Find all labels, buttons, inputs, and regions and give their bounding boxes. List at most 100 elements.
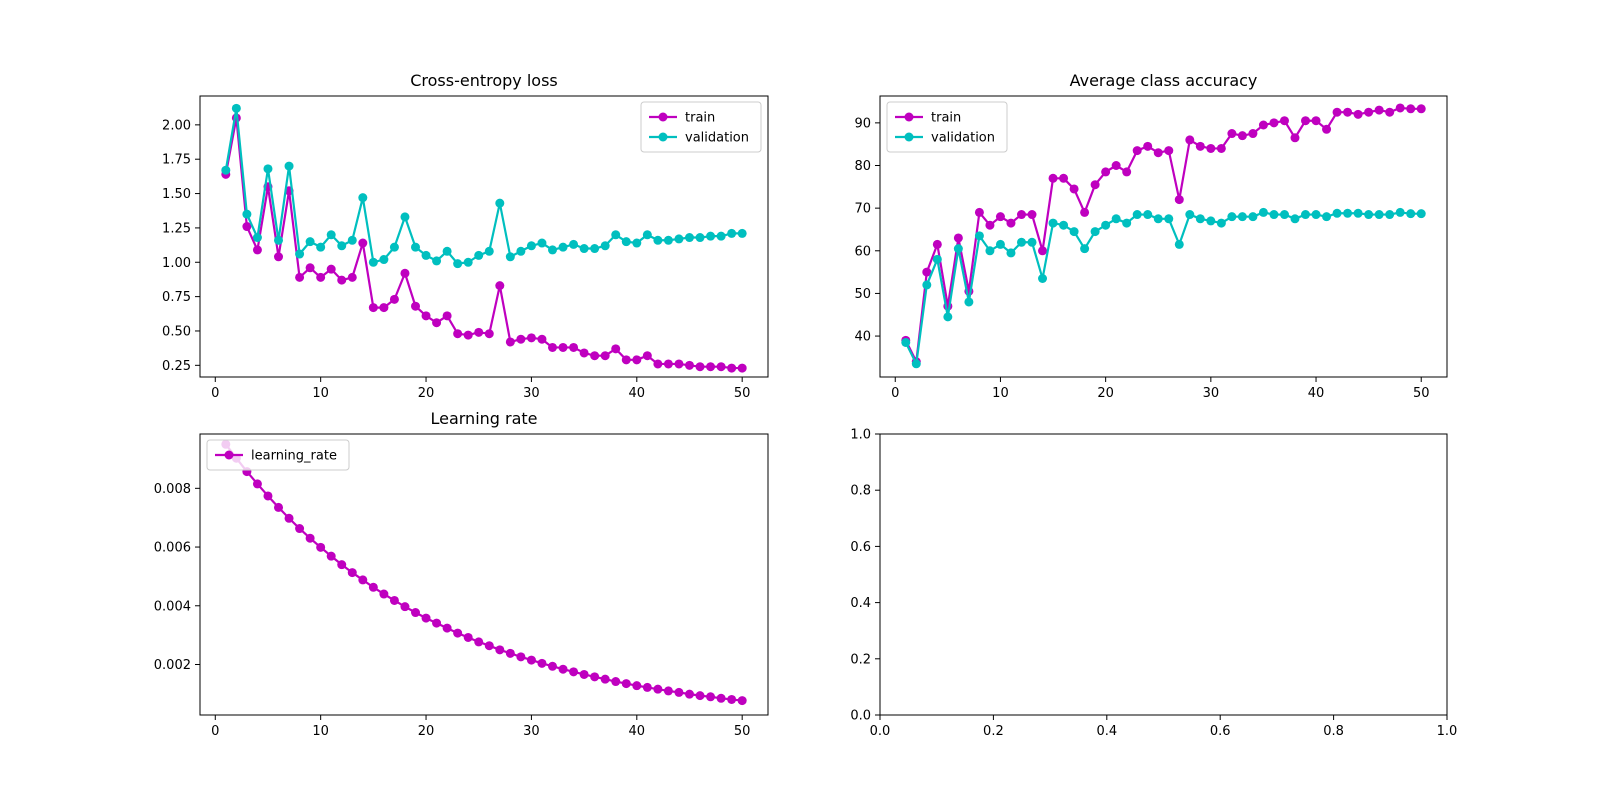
x-tick-label: 0 bbox=[211, 386, 219, 401]
data-point bbox=[295, 524, 305, 534]
data-point bbox=[1206, 216, 1216, 226]
data-point bbox=[537, 658, 547, 668]
data-point bbox=[326, 551, 336, 561]
data-point bbox=[358, 238, 368, 248]
data-point bbox=[727, 694, 737, 704]
data-point bbox=[1006, 248, 1016, 258]
data-point bbox=[389, 595, 399, 605]
x-tick-label: 0.8 bbox=[1323, 724, 1344, 739]
data-point bbox=[1311, 116, 1321, 126]
data-point bbox=[1111, 161, 1121, 171]
data-point bbox=[1185, 210, 1195, 220]
data-point bbox=[1006, 218, 1016, 228]
data-point bbox=[684, 689, 694, 699]
data-point bbox=[252, 245, 262, 255]
data-point bbox=[1385, 210, 1395, 220]
subplot-1: Cross-entropy loss 0 10 20 30 40 50 0.25 0.50 0.7… bbox=[162, 71, 769, 401]
x-tick-label: 10 bbox=[992, 386, 1009, 401]
data-point bbox=[400, 212, 410, 222]
data-point bbox=[1290, 214, 1300, 224]
data-point bbox=[231, 103, 241, 113]
data-point bbox=[590, 351, 600, 361]
data-point bbox=[932, 239, 942, 249]
data-point bbox=[558, 664, 568, 674]
legend-frame bbox=[640, 101, 762, 153]
subplot-4: 0.0 0.2 0.4 0.6 0.8 1.0 0.0 0.2 0.4 0.6 0.8 1.0 bbox=[850, 428, 1457, 740]
x-tick-label: 0 bbox=[891, 386, 899, 401]
y-tick-label: 0.002 bbox=[154, 658, 191, 673]
data-point bbox=[569, 667, 579, 677]
data-point bbox=[716, 362, 726, 372]
data-point bbox=[663, 359, 673, 369]
data-point bbox=[1353, 109, 1363, 119]
y-tick-label: 90 bbox=[854, 116, 871, 131]
data-point bbox=[379, 303, 389, 313]
data-point bbox=[1143, 141, 1153, 151]
data-point bbox=[547, 661, 557, 671]
data-point bbox=[1027, 210, 1037, 220]
data-point bbox=[1059, 220, 1069, 230]
data-point bbox=[737, 696, 747, 706]
y-tick-label: 0.2 bbox=[850, 652, 871, 667]
chart-title: Cross-entropy loss bbox=[410, 71, 558, 90]
data-point bbox=[516, 246, 526, 256]
data-point bbox=[716, 693, 726, 703]
series-validation bbox=[221, 103, 747, 269]
data-point bbox=[1038, 274, 1048, 284]
axes-frame bbox=[199, 433, 769, 716]
data-point bbox=[632, 681, 642, 691]
data-point bbox=[653, 235, 663, 245]
data-point bbox=[526, 241, 536, 251]
data-point bbox=[600, 674, 610, 684]
data-point bbox=[922, 267, 932, 277]
data-point bbox=[484, 246, 494, 256]
data-point bbox=[474, 637, 484, 647]
data-point bbox=[611, 230, 621, 240]
data-point bbox=[558, 242, 568, 252]
data-point bbox=[1174, 239, 1184, 249]
data-point bbox=[1269, 118, 1279, 128]
data-point bbox=[1090, 180, 1100, 190]
series-train bbox=[901, 103, 1426, 367]
x-tick-label: 10 bbox=[312, 386, 329, 401]
legend-label: validation bbox=[685, 131, 749, 146]
data-point bbox=[295, 272, 305, 282]
y-tick-label: 1.75 bbox=[162, 153, 191, 168]
data-point bbox=[411, 301, 421, 311]
data-point bbox=[1248, 212, 1258, 222]
data-point bbox=[1048, 173, 1058, 183]
data-point bbox=[495, 281, 505, 291]
data-point bbox=[379, 589, 389, 599]
data-point bbox=[653, 684, 663, 694]
x-tick-label: 40 bbox=[629, 386, 646, 401]
x-tick-label: 20 bbox=[1097, 386, 1114, 401]
data-point bbox=[901, 337, 911, 347]
series-train bbox=[221, 113, 747, 373]
data-point bbox=[1353, 208, 1363, 218]
data-point bbox=[569, 239, 579, 249]
data-point bbox=[611, 344, 621, 354]
data-point bbox=[411, 242, 421, 252]
data-point bbox=[526, 333, 536, 343]
data-point bbox=[1080, 207, 1090, 217]
legend-marker bbox=[224, 450, 234, 460]
data-point bbox=[1132, 146, 1142, 156]
data-point bbox=[1153, 214, 1163, 224]
y-tick-label: 0.006 bbox=[154, 541, 191, 556]
chart-title: Average class accuracy bbox=[1070, 71, 1258, 90]
data-point bbox=[995, 239, 1005, 249]
data-point bbox=[922, 280, 932, 290]
data-point bbox=[389, 242, 399, 252]
data-point bbox=[1364, 210, 1374, 220]
data-point bbox=[727, 363, 737, 373]
data-point bbox=[1322, 212, 1332, 222]
data-point bbox=[964, 297, 974, 307]
data-point bbox=[474, 250, 484, 260]
data-point bbox=[995, 212, 1005, 222]
data-point bbox=[453, 329, 463, 339]
data-point bbox=[1101, 220, 1111, 230]
data-point bbox=[590, 672, 600, 682]
data-point bbox=[505, 337, 515, 347]
